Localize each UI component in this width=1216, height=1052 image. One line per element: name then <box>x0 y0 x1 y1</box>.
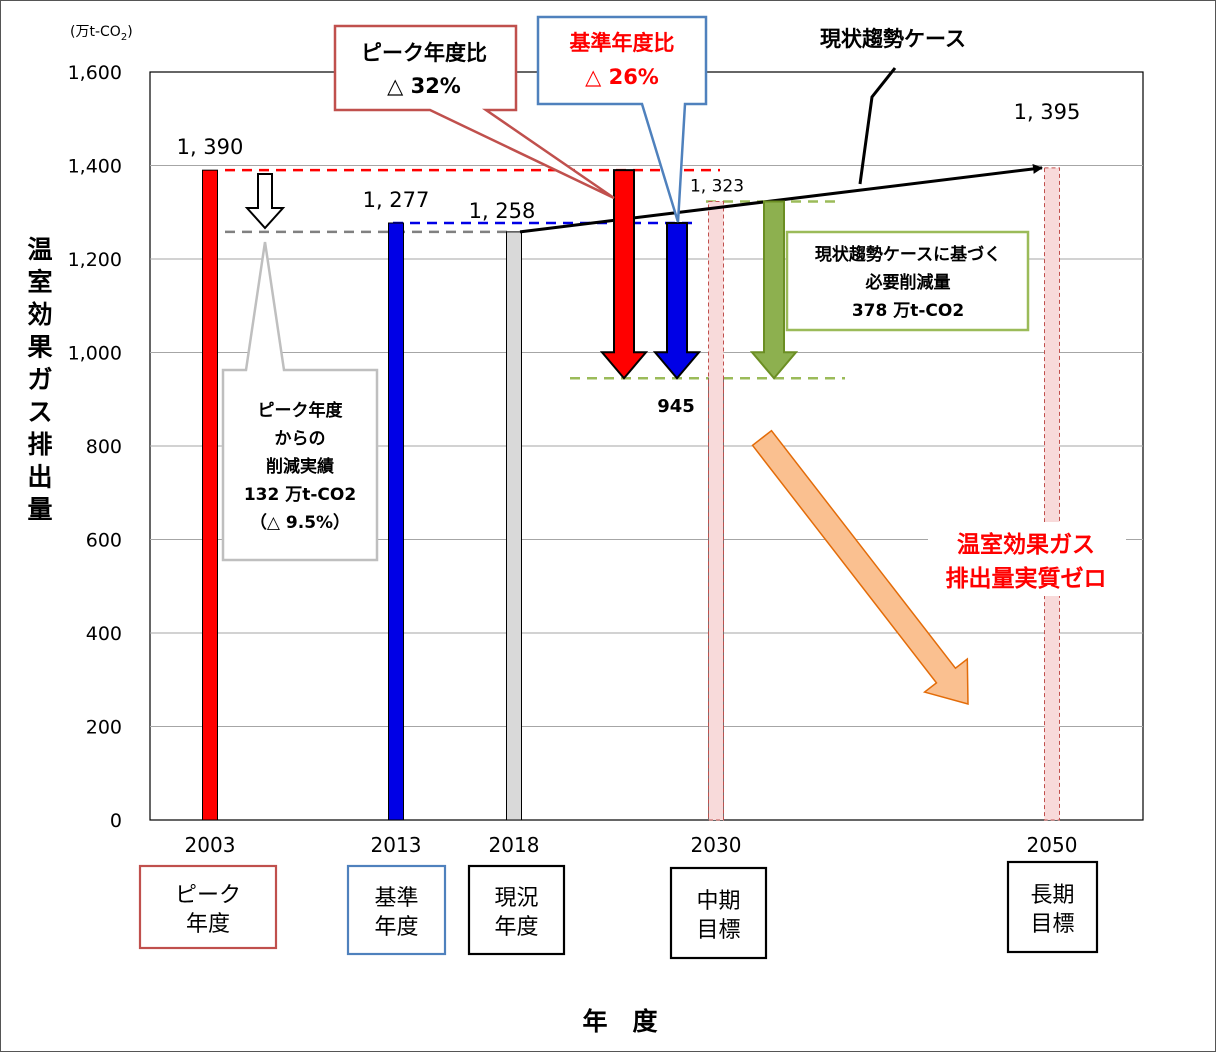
data-label: 1, 277 <box>363 188 430 212</box>
y-tick-label: 1,200 <box>68 249 122 271</box>
bar-2030-projection <box>708 200 724 821</box>
y-axis-label: 果 <box>27 333 52 362</box>
bar-2050-projection <box>1044 167 1060 821</box>
base-ratio-title: 基準年度比 <box>570 31 675 55</box>
bar-2003 <box>202 169 218 821</box>
category-box-label: ピーク <box>175 883 241 908</box>
category-box-2018 <box>467 864 566 956</box>
base-ratio-value: △ 26% <box>585 65 659 89</box>
x-tick-label: 2003 <box>185 833 236 857</box>
peak-ratio-value: △ 32% <box>387 74 461 98</box>
trend-label: 現状趨勢ケース <box>820 27 966 51</box>
category-box-label: 基準 <box>374 886 418 911</box>
trend-line <box>519 163 1043 234</box>
y-axis-label: ス <box>27 398 52 427</box>
category-box-2050 <box>1006 860 1099 954</box>
x-axis-label: 年 度 <box>582 1007 657 1036</box>
trend-leader-line <box>858 67 897 185</box>
needed-reduction-callout <box>785 230 1030 332</box>
category-box-label: 年度 <box>374 915 418 940</box>
y-axis-label: ガ <box>27 365 52 394</box>
y-tick-label: 600 <box>86 530 122 552</box>
net-zero-text: 排出量実質ゼロ <box>946 565 1107 592</box>
x-tick-label: 2013 <box>371 833 422 857</box>
needed-reduction-text: 現状趨勢ケースに基づく <box>815 244 1001 265</box>
category-box-label: 中期 <box>696 889 740 914</box>
peak-ratio-callout <box>333 24 615 200</box>
y-axis-label: 効 <box>27 300 52 329</box>
category-box-label: 年度 <box>494 915 538 940</box>
y-axis-label: 排 <box>27 430 52 459</box>
reduction-actual-text: （△ 9.5%） <box>250 512 350 533</box>
category-box-label: 長期 <box>1030 883 1074 908</box>
reduction-arrow-trend <box>749 200 799 380</box>
reduction-arrow-peak <box>599 169 649 380</box>
data-label: 945 <box>657 396 695 417</box>
needed-reduction-text: 378 万t-CO2 <box>852 301 964 321</box>
category-box-label: 現況 <box>494 886 538 911</box>
data-label: 1, 323 <box>690 176 744 196</box>
category-box-label: 年度 <box>186 912 230 937</box>
bar-2018 <box>506 231 522 821</box>
y-tick-label: 0 <box>110 810 122 832</box>
y-tick-label: 800 <box>86 436 122 458</box>
reduction-arrow-base <box>652 222 702 380</box>
category-box-2003 <box>138 864 278 950</box>
net-zero-backing <box>928 522 1126 596</box>
bar-2013 <box>388 222 404 821</box>
net-zero-arrow <box>751 429 969 705</box>
unit-label: (万t-CO2) <box>70 24 133 43</box>
reduction-actual-text: 削減実績 <box>266 456 334 477</box>
y-tick-label: 200 <box>86 717 122 739</box>
y-axis-label: 温 <box>27 235 52 264</box>
category-box-2030 <box>669 866 768 960</box>
reduction-actual-callout <box>221 241 379 562</box>
x-tick-label: 2030 <box>691 833 742 857</box>
y-axis-label: 室 <box>27 268 52 297</box>
reduction-arrow-actual <box>244 173 286 230</box>
y-tick-label: 400 <box>86 623 122 645</box>
base-ratio-callout <box>536 15 708 223</box>
reduction-actual-text: ピーク年度 <box>258 400 344 421</box>
category-box-label: 目標 <box>1030 912 1074 937</box>
peak-ratio-title: ピーク年度比 <box>361 41 487 65</box>
net-zero-text: 温室効果ガス <box>957 531 1095 558</box>
x-tick-label: 2018 <box>489 833 540 857</box>
y-axis-label: 出 <box>27 463 52 492</box>
needed-reduction-text: 必要削減量 <box>865 272 951 293</box>
reduction-actual-text: 132 万t-CO2 <box>244 485 356 505</box>
y-tick-label: 1,000 <box>68 343 122 365</box>
data-label: 1, 390 <box>177 135 244 159</box>
category-box-2013 <box>346 864 447 956</box>
category-box-label: 目標 <box>696 918 740 943</box>
y-tick-label: 1,400 <box>68 156 122 178</box>
y-tick-label: 1,600 <box>68 62 122 84</box>
data-label: 1, 258 <box>469 199 536 223</box>
reduction-actual-text: からの <box>275 429 326 449</box>
x-tick-label: 2050 <box>1027 833 1078 857</box>
y-axis-label: 量 <box>27 495 52 524</box>
data-label: 1, 395 <box>1014 100 1081 124</box>
